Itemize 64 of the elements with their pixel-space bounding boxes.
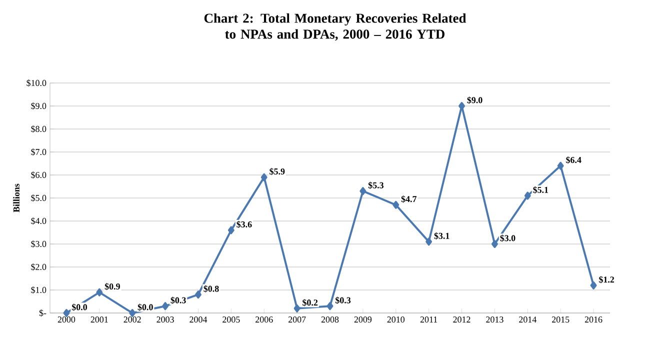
x-tick-label: 2007 bbox=[288, 316, 306, 323]
y-tick-label: $6.0 bbox=[31, 171, 46, 179]
data-label: $0.2 bbox=[302, 299, 318, 306]
data-label: $0.9 bbox=[104, 282, 120, 290]
data-label: $0.3 bbox=[335, 296, 351, 304]
x-tick-label: 2006 bbox=[256, 316, 273, 323]
point bbox=[326, 302, 334, 310]
point bbox=[129, 309, 136, 317]
x-tick-label: 2002 bbox=[124, 316, 141, 323]
y-tick-label: $1.0 bbox=[31, 286, 46, 294]
x-tick-label: 2000 bbox=[58, 316, 76, 323]
y-tick-label: $10.0 bbox=[26, 79, 46, 87]
point bbox=[294, 304, 300, 312]
data-label: $5.3 bbox=[368, 182, 384, 189]
data-label: $0.0 bbox=[138, 304, 153, 311]
data-label: $3.0 bbox=[500, 234, 516, 242]
data-label: $6.4 bbox=[566, 156, 582, 164]
y-tick-label: $4.0 bbox=[31, 217, 46, 225]
data-label: $9.0 bbox=[467, 96, 482, 104]
data-label: $0.3 bbox=[170, 296, 186, 304]
y-tick-label: $3.0 bbox=[31, 240, 46, 248]
data-label: $3.1 bbox=[434, 232, 450, 240]
x-tick-label: 2015 bbox=[552, 316, 570, 323]
x-tick-label: 2010 bbox=[387, 316, 405, 323]
y-tick-label: $7.0 bbox=[31, 148, 46, 156]
point bbox=[557, 162, 564, 170]
y-axis-title: Billions bbox=[13, 184, 20, 212]
data-label: $1.2 bbox=[599, 276, 614, 284]
x-tick-label: 2014 bbox=[519, 316, 536, 323]
point bbox=[392, 200, 400, 209]
y-tick-label: $8.0 bbox=[31, 125, 46, 133]
y-tick-label: $9.0 bbox=[31, 102, 46, 110]
y-tick-label: $2.0 bbox=[31, 263, 46, 271]
data-label: $5.1 bbox=[533, 186, 548, 194]
point bbox=[162, 302, 169, 310]
x-tick-label: 2016 bbox=[584, 316, 602, 323]
chart-title: Chart 2: Total Monetary Recoveries Related to NPAs and DPAs, 2000 – 2016 YTD bbox=[204, 13, 466, 41]
point bbox=[228, 226, 234, 234]
data-label: $4.7 bbox=[401, 196, 417, 203]
point bbox=[491, 240, 498, 248]
y-tick-label: $5.0 bbox=[31, 194, 46, 202]
point bbox=[194, 290, 202, 299]
data-label: $0.0 bbox=[72, 304, 87, 311]
data-label: $0.8 bbox=[204, 285, 219, 292]
point bbox=[524, 192, 531, 200]
point bbox=[63, 309, 70, 317]
data-label: $3.6 bbox=[236, 220, 252, 228]
point bbox=[260, 173, 268, 182]
y-tick-label: $- bbox=[39, 309, 46, 317]
x-tick-label: 2012 bbox=[453, 316, 470, 323]
x-tick-label: 2003 bbox=[156, 316, 174, 323]
point bbox=[96, 288, 103, 296]
x-tick-label: 2013 bbox=[486, 316, 504, 323]
x-tick-label: 2001 bbox=[90, 316, 108, 323]
x-tick-label: 2005 bbox=[222, 316, 240, 323]
x-tick-label: 2004 bbox=[190, 316, 208, 323]
point bbox=[360, 187, 366, 196]
point bbox=[590, 281, 597, 290]
point bbox=[426, 238, 432, 246]
point bbox=[458, 102, 466, 110]
x-tick-label: 2008 bbox=[321, 316, 339, 323]
x-tick-label: 2011 bbox=[420, 316, 438, 323]
x-tick-label: 2009 bbox=[354, 316, 372, 323]
data-label: $5.9 bbox=[270, 168, 285, 176]
